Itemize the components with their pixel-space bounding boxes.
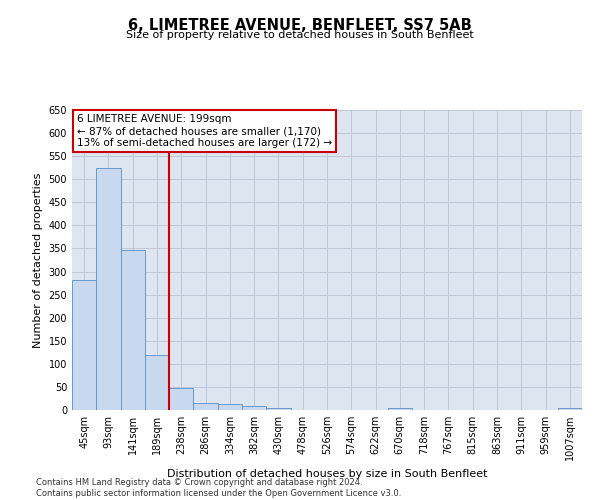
Text: Contains HM Land Registry data © Crown copyright and database right 2024.
Contai: Contains HM Land Registry data © Crown c… — [36, 478, 401, 498]
Bar — [558, 408, 582, 410]
Bar — [96, 168, 121, 410]
Text: 6, LIMETREE AVENUE, BENFLEET, SS7 5AB: 6, LIMETREE AVENUE, BENFLEET, SS7 5AB — [128, 18, 472, 32]
Text: Size of property relative to detached houses in South Benfleet: Size of property relative to detached ho… — [126, 30, 474, 40]
Bar — [193, 402, 218, 410]
Bar — [121, 250, 145, 410]
X-axis label: Distribution of detached houses by size in South Benfleet: Distribution of detached houses by size … — [167, 468, 487, 478]
Bar — [72, 280, 96, 410]
Bar — [145, 354, 169, 410]
Bar — [242, 406, 266, 410]
Y-axis label: Number of detached properties: Number of detached properties — [33, 172, 43, 348]
Bar — [218, 404, 242, 410]
Bar — [169, 388, 193, 410]
Text: 6 LIMETREE AVENUE: 199sqm
← 87% of detached houses are smaller (1,170)
13% of se: 6 LIMETREE AVENUE: 199sqm ← 87% of detac… — [77, 114, 332, 148]
Bar — [266, 408, 290, 410]
Bar — [388, 408, 412, 410]
